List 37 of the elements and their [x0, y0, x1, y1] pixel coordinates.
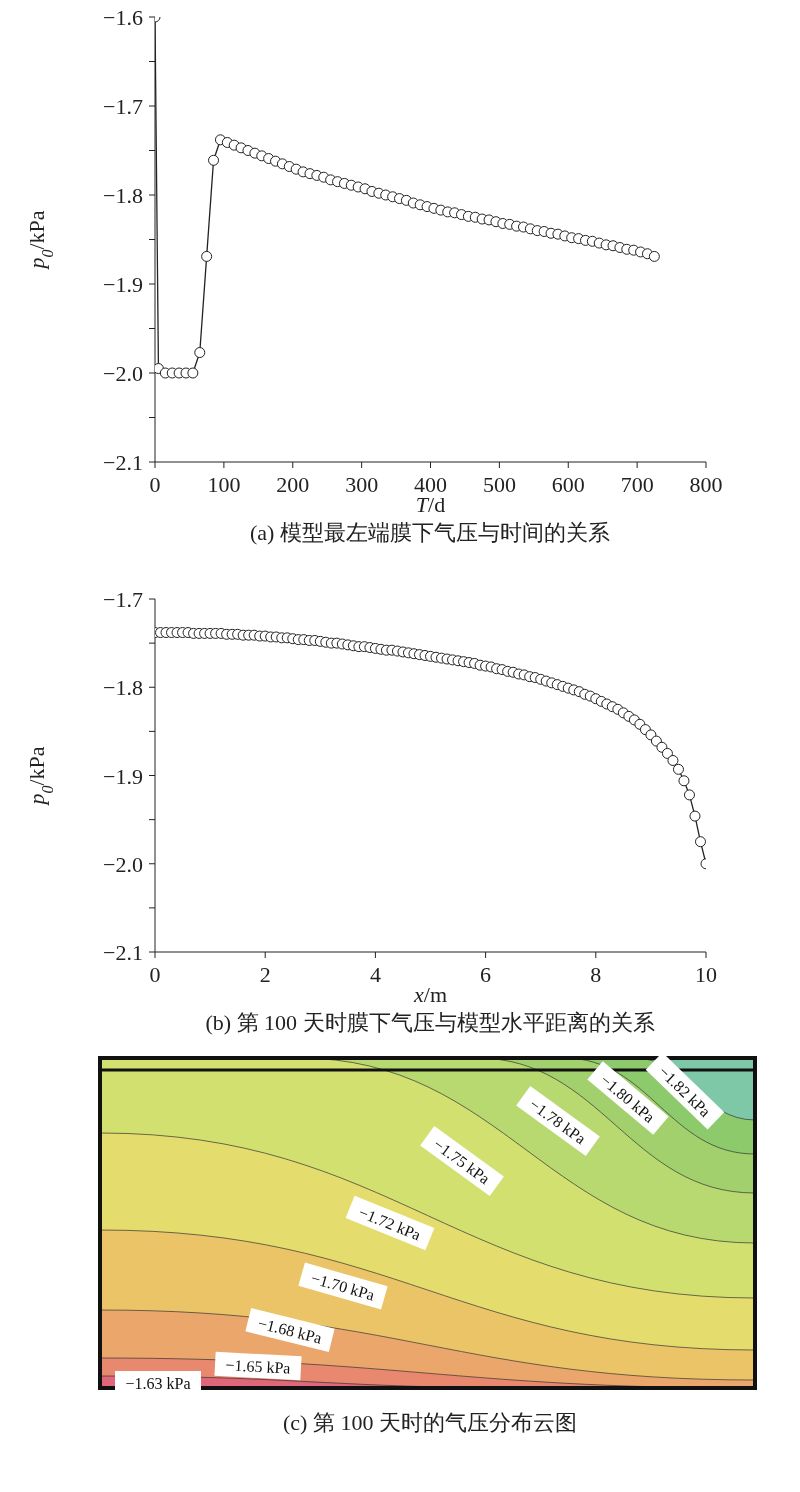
text: −1.70 kPa [309, 1269, 377, 1304]
x-tick-label: 500 [482, 472, 516, 497]
x-tick-label: 800 [689, 472, 723, 497]
y-tick-label: −1.9 [103, 272, 143, 297]
text: (c) 第 100 天时的气压分布云图 [282, 1409, 578, 1437]
x-tick-label: 2 [259, 962, 271, 987]
y-tick-label: −2.1 [103, 450, 143, 475]
x-tick-label: 8 [590, 962, 602, 987]
x-axis-title: x/m [413, 982, 447, 1007]
x-tick-label: 6 [480, 962, 492, 987]
y-tick-label: −2.0 [103, 851, 143, 877]
y-tick-label: −1.8 [103, 675, 143, 701]
text: −1.78 kPa [526, 1095, 590, 1148]
text: −1.72 kPa [356, 1203, 424, 1244]
text: −1.65 kPa [225, 1356, 291, 1377]
x-tick-label: 300 [345, 472, 379, 497]
x-tick-label: 0 [149, 962, 161, 987]
text: −1.80 kPa [597, 1070, 659, 1126]
y-tick-label: −1.6 [103, 5, 143, 30]
text: −1.63 kPa [125, 1375, 191, 1392]
x-tick-label: 700 [620, 472, 654, 497]
text: (b) 第 100 天时膜下气压与模型水平距离的关系 [204, 1009, 656, 1037]
x-tick-label: 4 [369, 962, 381, 987]
y-tick-label: −2.1 [103, 940, 143, 965]
text: (a) 模型最左端膜下气压与时间的关系 [249, 519, 611, 547]
y-tick-label: −1.7 [103, 94, 143, 119]
x-tick-label: 600 [551, 472, 585, 497]
x-tick-label: 100 [207, 472, 241, 497]
y-tick-label: −1.7 [103, 587, 143, 612]
x-tick-label: 0 [149, 472, 161, 497]
y-tick-label: −1.9 [103, 763, 143, 789]
y-tick-label: −2.0 [103, 361, 143, 386]
x-tick-label: 200 [276, 472, 310, 497]
y-tick-label: −1.8 [103, 183, 143, 208]
text: −1.68 kPa [256, 1314, 324, 1347]
text: −1.75 kPa [430, 1135, 494, 1188]
x-tick-label: 10 [695, 962, 717, 987]
